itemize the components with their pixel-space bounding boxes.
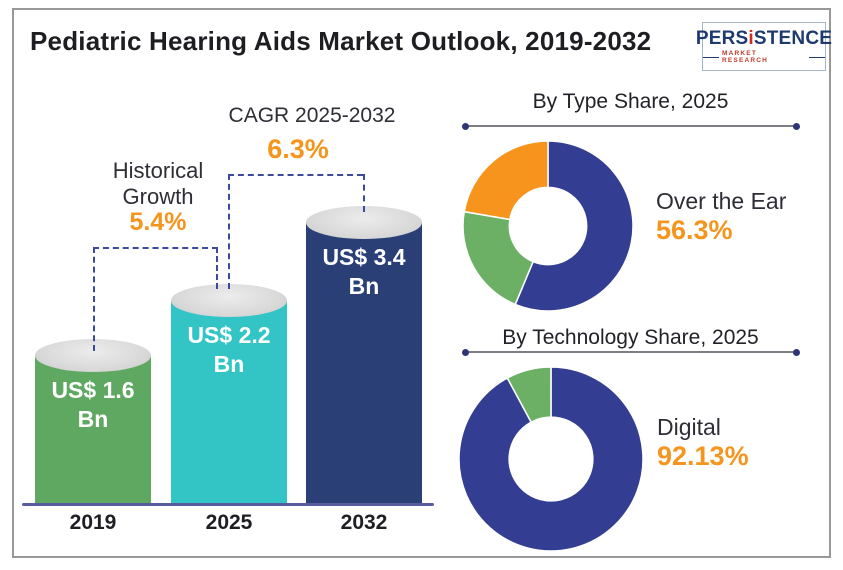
technology-share-separator [467, 351, 795, 353]
x-axis-label-2025: 2025 [205, 511, 253, 534]
brand-logo-red-i: i [748, 28, 754, 49]
x-axis-label-2032: 2032 [340, 511, 388, 534]
technology-share-separator-dot-left [462, 349, 469, 356]
donut-segment-digital [458, 366, 644, 552]
page-title: Pediatric Hearing Aids Market Outlook, 2… [30, 26, 652, 56]
type-share-title: By Type Share, 2025 [532, 90, 729, 113]
donut-segment-other-segment-orange [463, 140, 549, 221]
type-share-callout-value: 56.3% [656, 215, 733, 245]
brand-logo-wordmark: PERSiSTENCE [695, 28, 833, 49]
bar-2025 [171, 300, 287, 503]
historical-growth-bracket-top [93, 247, 218, 249]
donut-segment-other-segment-green [506, 366, 552, 423]
technology-share-donut-chart [458, 366, 644, 552]
technology-share-title: By Technology Share, 2025 [502, 326, 759, 349]
type-share-donut-chart [462, 140, 634, 312]
cagr-bracket-left [228, 174, 230, 289]
brand-logo-tagline: MARKET RESEARCH [703, 50, 825, 64]
type-share-separator [467, 125, 795, 127]
technology-share-separator-dot-right [793, 349, 800, 356]
x-axis-line [22, 503, 434, 506]
historical-growth-bracket-right [216, 247, 218, 289]
bar-2025-value-label: US$ 2.2 Bn [187, 322, 271, 377]
tagline-right-rule [809, 56, 825, 58]
historical-growth-value: 5.4% [129, 208, 187, 236]
type-share-callout-label: Over the Ear [656, 188, 787, 214]
bar-2025-cylinder-cap [171, 283, 287, 317]
bar-2019-value-label: US$ 1.6 Bn [51, 377, 135, 432]
x-axis-label-2019: 2019 [69, 511, 117, 534]
tagline-left-rule [703, 56, 719, 58]
type-share-separator-dot-left [462, 123, 469, 130]
cagr-bracket-right [363, 174, 365, 212]
historical-growth-bracket-left [93, 247, 95, 351]
cagr-bracket-top [228, 174, 363, 176]
technology-share-callout-label: Digital [657, 414, 721, 440]
cagr-value: 6.3% [267, 134, 329, 164]
bar-2019 [35, 355, 151, 503]
donut-segment-over-the-ear [514, 140, 634, 312]
brand-logo: PERSiSTENCE MARKET RESEARCH [696, 22, 832, 71]
bar-2032 [306, 222, 422, 503]
type-share-separator-dot-right [793, 123, 800, 130]
technology-share-callout-value: 92.13% [657, 441, 749, 471]
historical-growth-label: Historical Growth [112, 158, 204, 209]
cagr-label: CAGR 2025-2032 [228, 104, 396, 127]
bar-2032-value-label: US$ 3.4 Bn [322, 244, 406, 299]
